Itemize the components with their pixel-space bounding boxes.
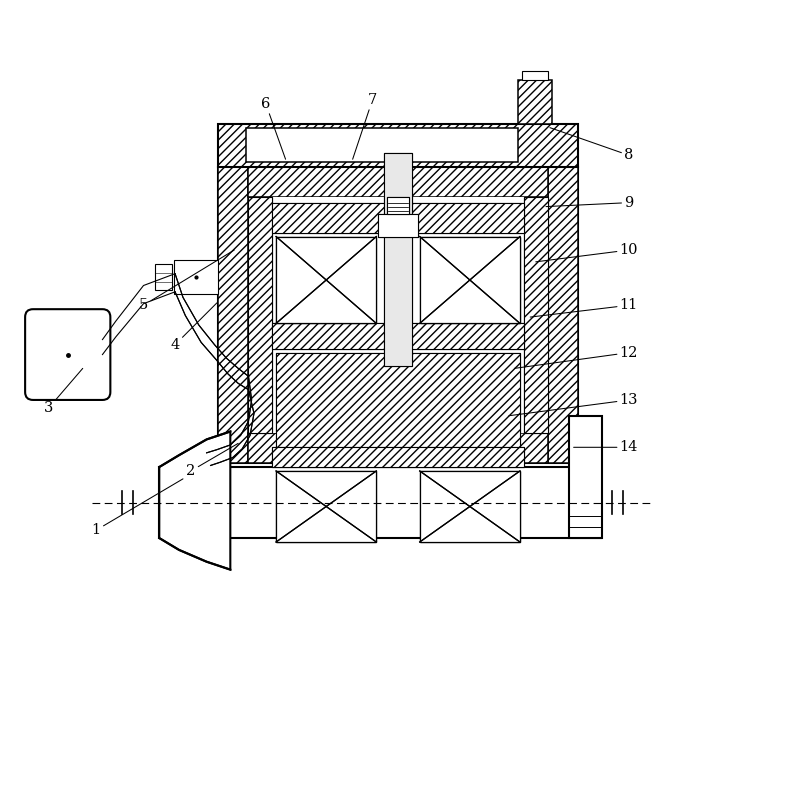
Bar: [159, 467, 602, 538]
Bar: [420, 237, 520, 323]
Bar: [272, 447, 524, 467]
Bar: [547, 167, 578, 463]
Bar: [272, 197, 524, 433]
Bar: [218, 167, 249, 463]
Text: 11: 11: [530, 299, 638, 317]
Bar: [249, 433, 547, 463]
Bar: [218, 167, 578, 463]
Bar: [524, 197, 547, 433]
Bar: [378, 215, 418, 237]
Bar: [218, 124, 578, 167]
Bar: [384, 153, 412, 366]
Bar: [420, 471, 520, 542]
Bar: [249, 197, 272, 433]
Bar: [276, 471, 376, 542]
Text: 1: 1: [91, 479, 183, 537]
Bar: [276, 352, 520, 447]
Bar: [387, 197, 409, 215]
Text: 12: 12: [514, 345, 638, 368]
Bar: [249, 197, 272, 433]
Text: 5: 5: [139, 250, 234, 312]
Text: 8: 8: [550, 128, 634, 162]
Bar: [420, 471, 520, 542]
Text: 6: 6: [261, 97, 286, 159]
Text: 10: 10: [536, 243, 638, 262]
Text: 9: 9: [546, 196, 634, 210]
Text: 14: 14: [574, 440, 638, 455]
Bar: [384, 153, 412, 366]
Text: 3: 3: [44, 368, 82, 415]
Bar: [420, 237, 520, 323]
Bar: [276, 237, 376, 323]
Text: 4: 4: [170, 303, 217, 352]
Bar: [272, 203, 524, 233]
Bar: [272, 323, 524, 348]
Bar: [246, 128, 518, 162]
Text: 13: 13: [509, 393, 638, 416]
Polygon shape: [159, 432, 230, 569]
Bar: [174, 260, 218, 295]
Bar: [249, 167, 547, 197]
FancyBboxPatch shape: [25, 309, 110, 400]
Text: 2: 2: [186, 444, 238, 478]
Bar: [378, 215, 418, 237]
Bar: [522, 70, 548, 80]
Bar: [276, 352, 520, 447]
Bar: [569, 416, 602, 538]
Bar: [518, 80, 551, 124]
Bar: [272, 203, 524, 233]
Bar: [154, 264, 172, 291]
Bar: [272, 447, 524, 467]
Bar: [276, 471, 376, 542]
Bar: [276, 237, 376, 323]
Bar: [272, 323, 524, 348]
Text: 7: 7: [353, 93, 377, 159]
Bar: [387, 197, 409, 215]
Bar: [524, 197, 547, 433]
